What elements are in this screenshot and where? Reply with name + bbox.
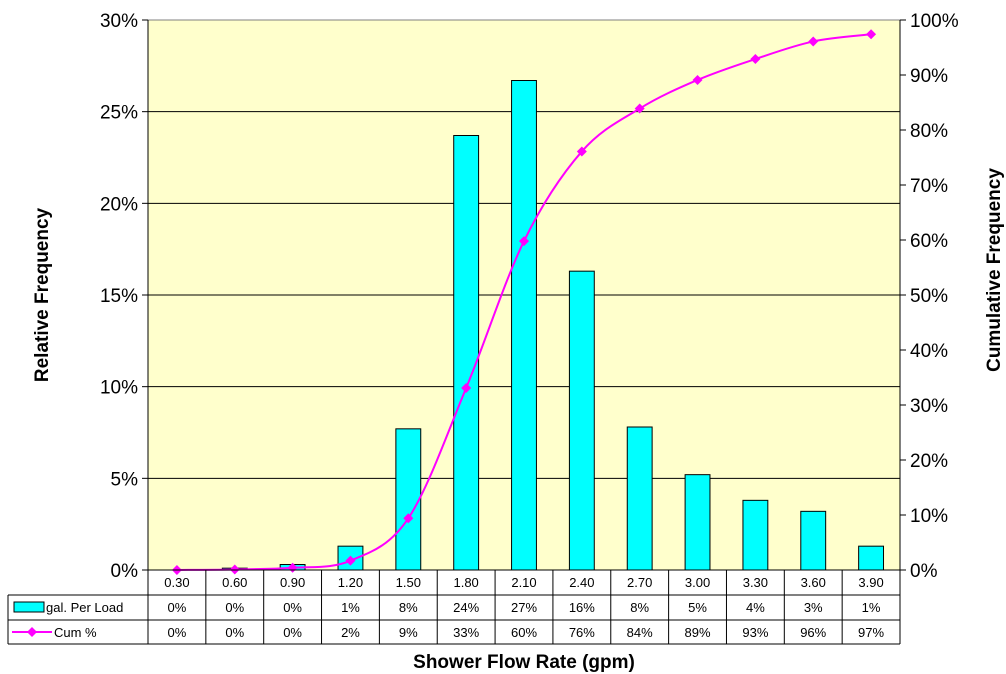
y2-tick-label: 30% xyxy=(910,396,948,417)
y-tick-label: 25% xyxy=(100,103,138,124)
y-tick-label: 5% xyxy=(111,469,139,490)
y-tick-label: 30% xyxy=(100,11,138,32)
y2-tick-label: 0% xyxy=(910,561,938,582)
data-label: 24% xyxy=(453,600,479,615)
y2-tick-label: 20% xyxy=(910,451,948,472)
bar xyxy=(568,270,595,571)
bar xyxy=(395,428,422,571)
cum-marker xyxy=(750,54,761,65)
y-tick-label: 20% xyxy=(100,194,138,215)
x-tick-label: 3.30 xyxy=(743,575,768,590)
y2-tick-label: 50% xyxy=(910,286,948,307)
cum-marker xyxy=(808,36,819,47)
data-label: 0% xyxy=(168,625,187,640)
bar xyxy=(684,474,711,571)
bar xyxy=(511,80,537,571)
data-label: 89% xyxy=(685,625,711,640)
x-tick-label: 0.30 xyxy=(164,575,189,590)
x-tick-label: 0.60 xyxy=(222,575,247,590)
data-label: 8% xyxy=(630,600,649,615)
y-axis-title: Relative Frequency xyxy=(32,207,53,382)
data-label: 16% xyxy=(569,600,595,615)
data-label: 1% xyxy=(341,600,360,615)
bar xyxy=(800,510,827,571)
y2-tick-label: 40% xyxy=(910,341,948,362)
bar xyxy=(858,545,885,571)
data-label: 0% xyxy=(283,625,302,640)
data-label: 1% xyxy=(862,600,881,615)
y2-tick-label: 80% xyxy=(910,121,948,142)
data-label: 0% xyxy=(225,625,244,640)
x-tick-label: 1.80 xyxy=(453,575,478,590)
data-label: 84% xyxy=(627,625,653,640)
cum-marker xyxy=(866,29,877,40)
x-tick-label: 2.40 xyxy=(569,575,594,590)
y2-tick-label: 100% xyxy=(910,11,959,32)
cum-marker xyxy=(519,236,529,247)
y2-tick-label: 10% xyxy=(910,506,948,527)
legend-label: Cum % xyxy=(54,625,97,640)
cum-line xyxy=(176,33,872,571)
data-label: 0% xyxy=(168,600,187,615)
y-tick-label: 15% xyxy=(100,286,138,307)
cum-marker xyxy=(692,74,703,85)
x-axis-title: Shower Flow Rate (gpm) xyxy=(413,652,635,673)
data-label: 60% xyxy=(511,625,537,640)
bar xyxy=(742,499,769,571)
y-tick-label: 10% xyxy=(100,378,138,399)
x-tick-label: 1.50 xyxy=(396,575,421,590)
data-label: 2% xyxy=(341,625,360,640)
y-tick-label: 0% xyxy=(111,561,139,582)
y2-tick-label: 60% xyxy=(910,231,948,252)
cum-marker xyxy=(634,103,645,114)
x-tick-label: 2.10 xyxy=(511,575,536,590)
x-tick-label: 3.60 xyxy=(801,575,826,590)
data-label: 8% xyxy=(399,600,418,615)
y2-tick-label: 70% xyxy=(910,176,948,197)
data-label: 0% xyxy=(283,600,302,615)
data-label: 27% xyxy=(511,600,537,615)
bar xyxy=(453,135,480,571)
cum-marker xyxy=(576,146,587,157)
data-label: 5% xyxy=(688,600,707,615)
cum-marker xyxy=(229,564,240,575)
legend-label: gal. Per Load xyxy=(46,600,123,615)
y2-tick-label: 90% xyxy=(910,66,948,87)
legend-swatch-bar xyxy=(13,601,45,613)
x-tick-label: 3.90 xyxy=(858,575,883,590)
data-label: 97% xyxy=(858,625,884,640)
data-label: 93% xyxy=(742,625,768,640)
legend-swatch-marker xyxy=(27,627,37,637)
x-tick-label: 3.00 xyxy=(685,575,710,590)
y2-axis-title: Cumulative Frequency xyxy=(984,168,1005,372)
cum-marker xyxy=(403,513,414,524)
data-label: 9% xyxy=(399,625,418,640)
data-label: 0% xyxy=(225,600,244,615)
x-tick-label: 0.90 xyxy=(280,575,305,590)
data-label: 33% xyxy=(453,625,479,640)
cum-marker xyxy=(461,382,472,393)
x-tick-label: 2.70 xyxy=(627,575,652,590)
bar xyxy=(626,426,653,571)
data-label: 76% xyxy=(569,625,595,640)
data-label: 96% xyxy=(800,625,826,640)
x-tick-label: 1.20 xyxy=(338,575,363,590)
data-label: 4% xyxy=(746,600,765,615)
data-label: 3% xyxy=(804,600,823,615)
cum-marker xyxy=(345,555,356,566)
